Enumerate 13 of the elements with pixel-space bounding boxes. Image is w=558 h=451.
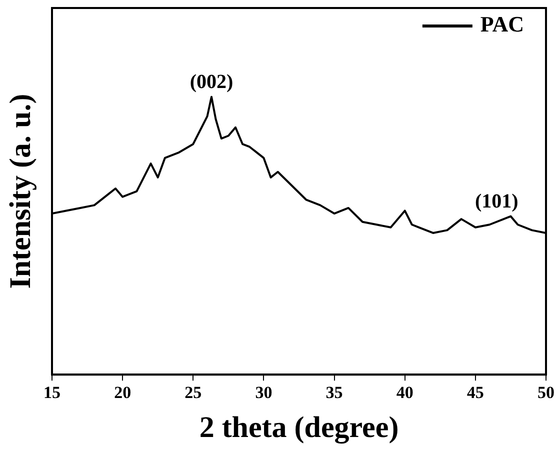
x-tick-label: 40	[396, 383, 414, 402]
x-tick-label: 20	[114, 383, 132, 402]
x-tick-label: 30	[255, 383, 272, 402]
annotation: (002)	[190, 71, 234, 94]
x-tick-label: 25	[184, 383, 202, 402]
legend-label: PAC	[480, 12, 524, 37]
x-axis-title: 2 theta (degree)	[199, 410, 399, 444]
annotation: (101)	[474, 190, 518, 212]
y-axis-title: Intensity (a. u.)	[4, 94, 37, 289]
x-tick-label: 35	[326, 383, 343, 402]
x-tick-label: 45	[466, 383, 484, 402]
x-tick-label: 15	[44, 383, 60, 402]
x-tick-label: 50	[538, 383, 554, 402]
